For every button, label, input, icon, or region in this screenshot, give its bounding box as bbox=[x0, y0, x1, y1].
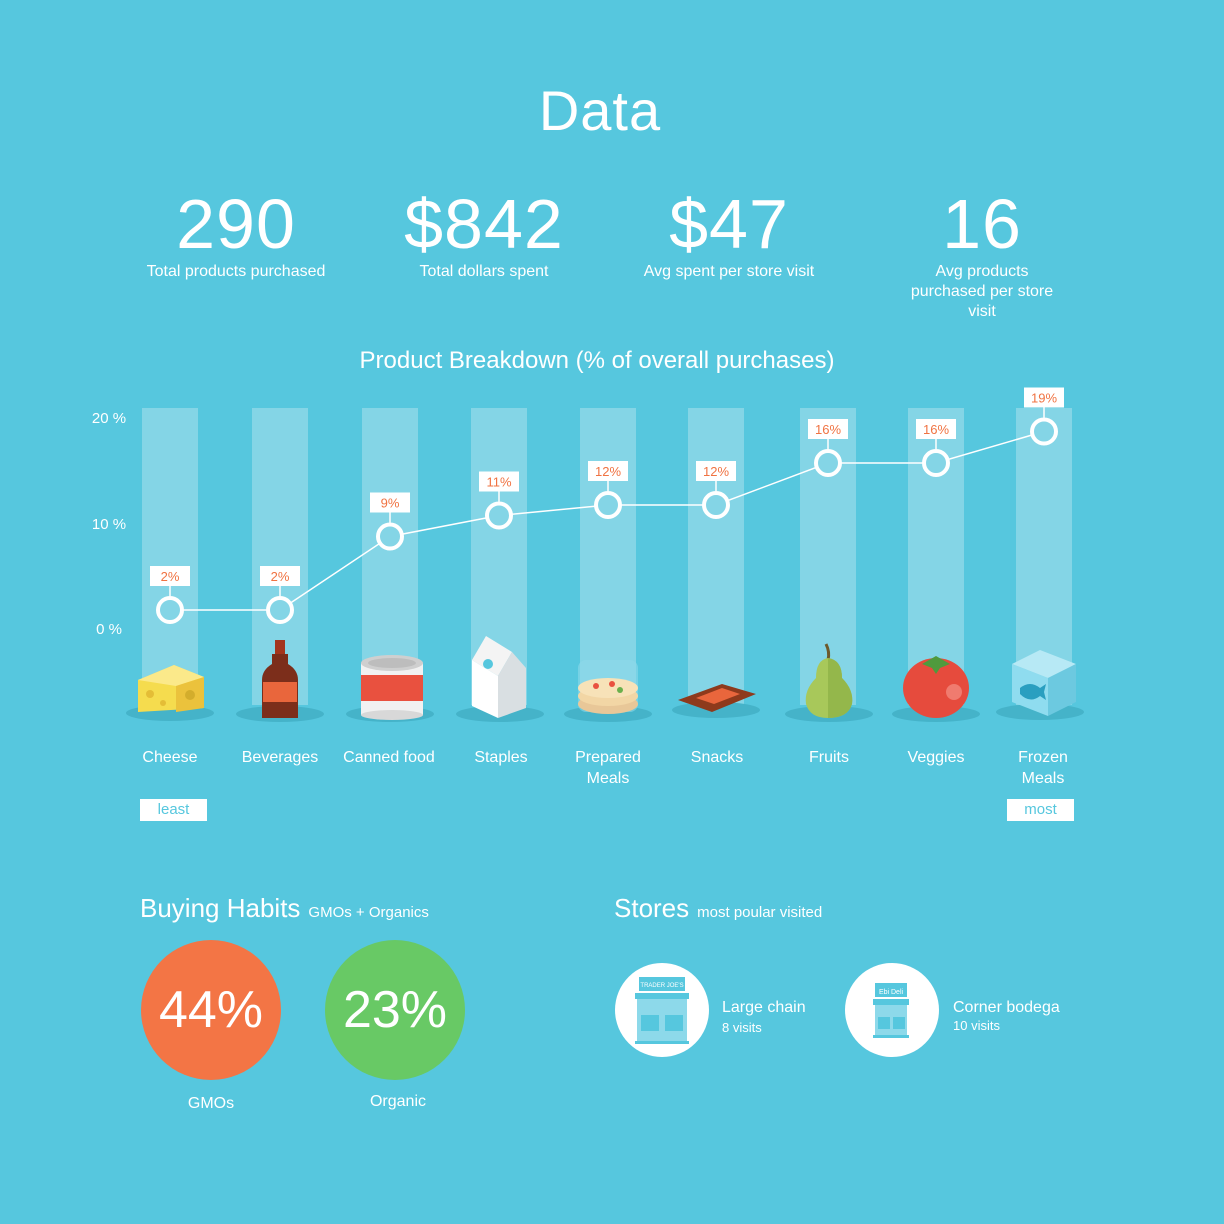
store-visits: 8 visits bbox=[722, 1020, 762, 1035]
section-subheading: GMOs + Organics bbox=[308, 904, 429, 921]
data-label-box bbox=[916, 419, 956, 439]
store-badge-large-chain: TRADER JOE'S bbox=[615, 963, 709, 1057]
data-label-box bbox=[260, 566, 300, 586]
category-label: Canned food bbox=[343, 749, 435, 766]
bottle-icon bbox=[236, 640, 324, 722]
section-heading: Buying Habits bbox=[140, 893, 301, 923]
snack-bar-icon bbox=[672, 684, 760, 718]
stat-value: $842 bbox=[404, 185, 564, 263]
gmo-label: GMOs bbox=[187, 1095, 235, 1112]
data-label-box bbox=[150, 566, 190, 586]
least-tag: least bbox=[140, 799, 207, 821]
store-sign-text: Ebi Deli bbox=[879, 989, 904, 996]
product-breakdown-chart: 20 % 10 % 0 % 2% 2% 9% 11% 12% 12% 16% 16% 19% bbox=[92, 387, 1084, 722]
category-column bbox=[580, 408, 636, 705]
stat-value: 16 bbox=[942, 185, 1022, 263]
data-label: 11% bbox=[486, 475, 511, 490]
stat-label: Total products purchased bbox=[146, 263, 326, 280]
data-label: 2% bbox=[161, 569, 180, 584]
data-label: 16% bbox=[923, 422, 949, 437]
data-label: 2% bbox=[271, 569, 290, 584]
y-tick: 10 % bbox=[92, 516, 126, 533]
data-label: 16% bbox=[815, 422, 841, 437]
category-label: Beverages bbox=[241, 749, 319, 766]
category-label: Veggies bbox=[907, 749, 965, 766]
data-point bbox=[376, 522, 404, 551]
stat-avg-spent: $47 Avg spent per store visit bbox=[609, 186, 849, 282]
category-label: Staples bbox=[474, 749, 528, 766]
store-visits: 10 visits bbox=[953, 1018, 1000, 1033]
data-label-box bbox=[588, 461, 628, 481]
store-name: Corner bodega bbox=[953, 999, 1060, 1016]
data-label-box bbox=[479, 471, 519, 492]
category-column bbox=[688, 408, 744, 705]
cheese-icon bbox=[126, 665, 214, 721]
category-label: Fruits bbox=[809, 749, 849, 766]
store-sign-text: TRADER JOE'S bbox=[640, 983, 683, 989]
frozen-box-icon bbox=[996, 650, 1084, 720]
data-point bbox=[266, 596, 294, 624]
category-label: Prepared Meals bbox=[575, 749, 641, 787]
y-tick: 0 % bbox=[96, 621, 122, 638]
stores-title: Stores most poular visited bbox=[614, 893, 822, 924]
section-heading: Stores bbox=[614, 893, 690, 923]
most-tag: most bbox=[1007, 799, 1074, 821]
data-point bbox=[1030, 417, 1058, 446]
stat-label: Total dollars spent bbox=[419, 263, 549, 280]
stat-label: Avg spent per store visit bbox=[643, 263, 815, 280]
can-icon bbox=[346, 655, 434, 722]
stat-value: 290 bbox=[176, 185, 296, 263]
prepared-meal-icon bbox=[564, 660, 652, 722]
buying-habits-title: Buying Habits GMOs + Organics bbox=[140, 893, 429, 924]
stat-total-products: 290 Total products purchased bbox=[116, 186, 356, 282]
data-label: 12% bbox=[703, 464, 729, 479]
organic-label: Organic bbox=[369, 1093, 427, 1110]
data-label: 12% bbox=[595, 464, 621, 479]
category-label: Snacks bbox=[690, 749, 744, 766]
store-name: Large chain bbox=[722, 999, 806, 1016]
category-column bbox=[142, 408, 198, 705]
storefront-icon: Ebi Deli bbox=[873, 983, 909, 1038]
section-subheading: most poular visited bbox=[697, 904, 823, 921]
pear-icon bbox=[785, 643, 873, 722]
store-badge-corner-bodega: Ebi Deli bbox=[845, 963, 939, 1057]
data-label: 9% bbox=[381, 496, 400, 511]
organic-circle: 23% bbox=[325, 940, 465, 1080]
data-point bbox=[702, 491, 730, 519]
stat-label: Avg products purchased per store visit bbox=[910, 263, 1054, 320]
category-label: Cheese bbox=[142, 749, 198, 766]
chart-title: Product Breakdown (% of overall purchase… bbox=[359, 347, 835, 374]
data-point bbox=[485, 501, 513, 530]
storefront-icon: TRADER JOE'S bbox=[635, 977, 689, 1044]
stat-value: $47 bbox=[669, 185, 789, 263]
milk-carton-icon bbox=[456, 636, 544, 722]
data-label-box bbox=[696, 461, 736, 481]
y-tick: 20 % bbox=[92, 410, 126, 427]
data-label-box bbox=[1024, 387, 1064, 408]
tomato-icon bbox=[892, 656, 980, 722]
data-point bbox=[814, 449, 842, 477]
data-point bbox=[594, 491, 622, 519]
data-point bbox=[156, 596, 184, 624]
stat-total-dollars: $842 Total dollars spent bbox=[364, 186, 604, 282]
data-label-box bbox=[370, 492, 410, 513]
data-label-box bbox=[808, 419, 848, 439]
data-label: 19% bbox=[1031, 391, 1057, 406]
data-point bbox=[922, 449, 950, 477]
page-title: Data bbox=[538, 79, 662, 142]
gmo-circle: 44% bbox=[141, 940, 281, 1080]
stat-avg-products: 16 Avg products purchased per store visi… bbox=[862, 186, 1102, 322]
category-label: Frozen Meals bbox=[1018, 749, 1068, 787]
